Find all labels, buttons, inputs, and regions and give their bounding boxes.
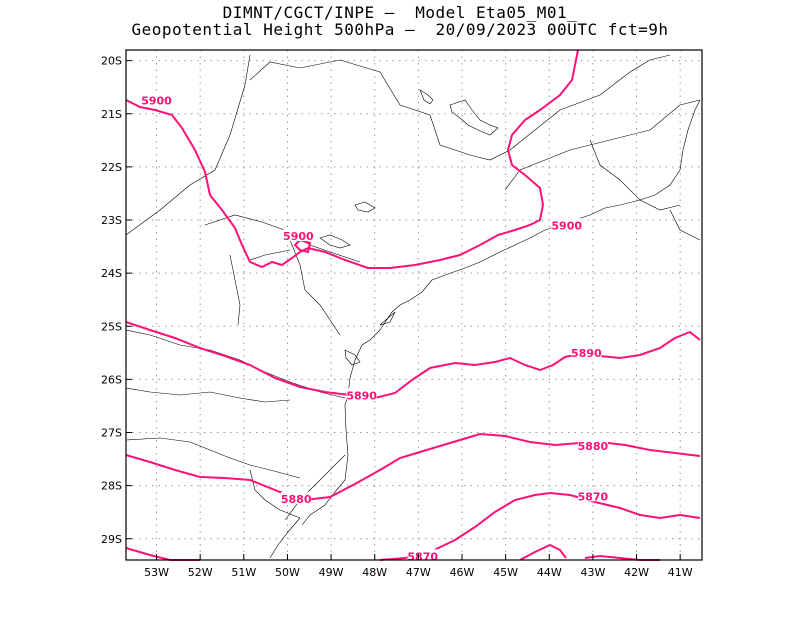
- state-border: [249, 54, 671, 161]
- lon-tick-label: 42W: [624, 566, 649, 579]
- contour-label: 5900: [551, 219, 582, 232]
- contour-label: 5870: [407, 550, 438, 563]
- contour-label: 5880: [578, 440, 609, 453]
- state-border: [125, 437, 301, 479]
- contour-label-bg: [577, 489, 608, 502]
- axis-ticks: 53W 52W 51W 50W 49W 48W 47W 46W 45W 44W 43W 42W 41W 2…: [101, 55, 693, 579]
- contour-lines: [125, 49, 701, 561]
- contour-label: 5890: [571, 347, 602, 360]
- contour-5880: [125, 432, 701, 502]
- state-border: [589, 139, 681, 211]
- reservoir: [419, 89, 434, 105]
- state-border: [249, 249, 291, 261]
- lon-tick-label: 51W: [231, 566, 256, 579]
- lon-tick-label: 44W: [537, 566, 562, 579]
- contour-label-bg: [283, 228, 314, 241]
- title-line-2: Geopotential Height 500hPa – 20/09/2023 …: [131, 20, 669, 39]
- lat-tick-label: 28S: [101, 480, 122, 493]
- lon-tick-label: 41W: [668, 566, 693, 579]
- state-border: [125, 387, 291, 403]
- contour-label-bg: [551, 218, 582, 231]
- lat-tick-label: 26S: [101, 373, 122, 386]
- lon-tick-label: 46W: [450, 566, 475, 579]
- contour-label: 5880: [281, 493, 312, 506]
- reservoir: [319, 234, 351, 249]
- coastline: [301, 99, 701, 526]
- lat-tick-label: 24S: [101, 267, 122, 280]
- state-border: [249, 469, 301, 519]
- contour-5890: [125, 321, 701, 400]
- lon-tick-label: 53W: [144, 566, 169, 579]
- map-frame: [125, 49, 703, 561]
- contour-5870-south: [519, 543, 567, 561]
- lon-tick-label: 47W: [406, 566, 431, 579]
- contour-label-bg: [141, 93, 172, 106]
- island: [379, 311, 396, 326]
- contour-label-bg: [407, 549, 438, 562]
- lon-tick-label: 48W: [362, 566, 387, 579]
- contour-south-edge: [125, 547, 200, 561]
- lat-tick-label: 22S: [101, 161, 122, 174]
- lat-tick-label: 25S: [101, 320, 122, 333]
- map-title: DIMNT/CGCT/INPE – Model Eta05_M01_ Geopo…: [0, 4, 800, 38]
- contour-label: 5870: [578, 490, 609, 503]
- coastline: [269, 517, 301, 559]
- contour-label: 5890: [346, 389, 377, 402]
- lat-tick-label: 23S: [101, 214, 122, 227]
- contour-label-bg: [577, 438, 608, 451]
- grid-lines: [126, 50, 702, 560]
- contour-5870: [379, 491, 701, 561]
- lon-tick-label: 49W: [319, 566, 344, 579]
- state-border: [229, 254, 241, 326]
- contour-label: 5900: [283, 230, 314, 243]
- lat-tick-label: 27S: [101, 427, 122, 440]
- lon-tick-label: 50W: [275, 566, 300, 579]
- contour-label-bg: [346, 388, 377, 401]
- lon-tick-label: 45W: [493, 566, 518, 579]
- state-border: [289, 239, 341, 336]
- contour-label-bg: [571, 345, 602, 358]
- title-line-1: DIMNT/CGCT/INPE – Model Eta05_M01_: [222, 3, 578, 22]
- contour-5900-west: [125, 49, 579, 269]
- state-border: [284, 454, 346, 521]
- lat-tick-label: 29S: [101, 533, 122, 546]
- contour-label: 5900: [141, 94, 172, 107]
- lon-tick-label: 52W: [188, 566, 213, 579]
- lat-tick-label: 21S: [101, 108, 122, 121]
- state-border: [669, 209, 701, 241]
- state-border: [504, 99, 701, 191]
- reservoir: [354, 201, 376, 213]
- lat-tick-label: 20S: [101, 55, 122, 68]
- contour-label-bg: [281, 491, 312, 504]
- reservoir: [449, 99, 499, 136]
- coastline-and-borders: [125, 54, 701, 559]
- lon-tick-label: 43W: [580, 566, 605, 579]
- state-border: [125, 54, 251, 236]
- lagoon: [344, 349, 361, 366]
- state-border: [125, 329, 346, 399]
